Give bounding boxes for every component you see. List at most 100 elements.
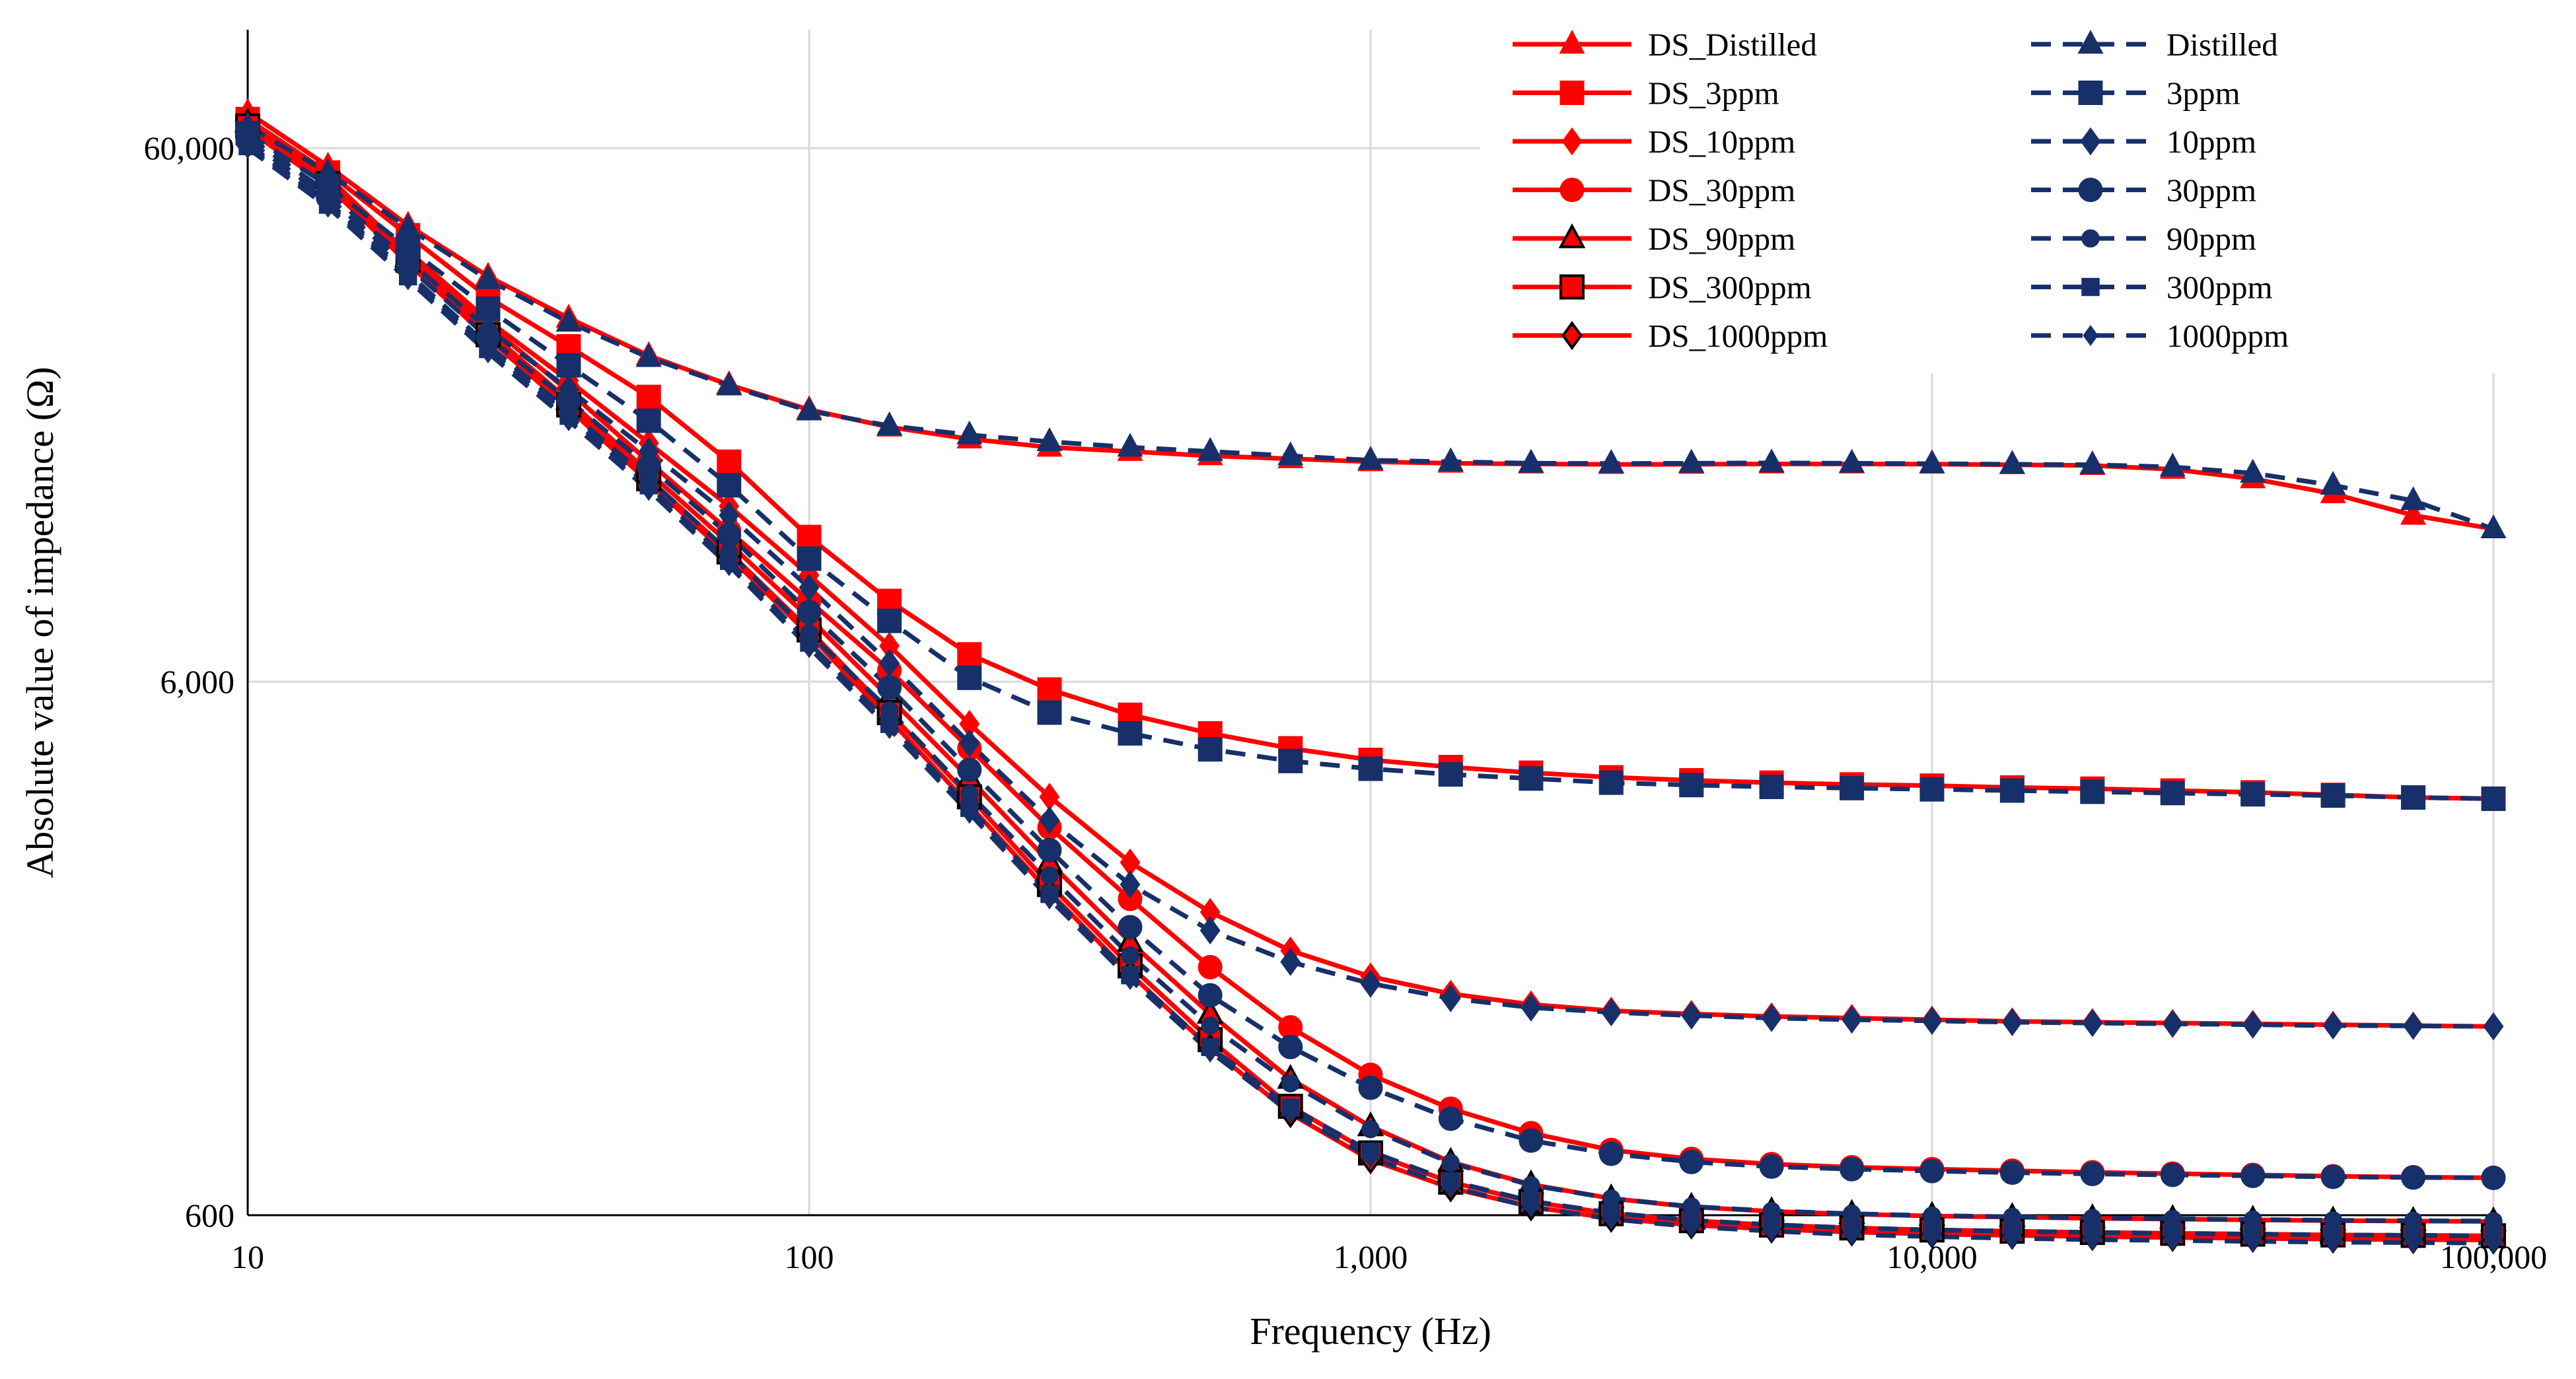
x-tick-label: 100 [785, 1238, 834, 1275]
data-point [881, 718, 898, 740]
series-line-distilled [246, 124, 2495, 532]
data-point [2004, 1228, 2021, 1250]
data-point [717, 522, 742, 548]
data-point [636, 408, 661, 433]
data-point [2403, 1012, 2424, 1040]
legend-label: 30ppm [2166, 172, 2256, 209]
data-point [797, 546, 822, 571]
data-point [1840, 775, 1865, 800]
data-point [1678, 448, 1705, 473]
data-point [962, 802, 978, 824]
legend-item: DS_10ppm [1513, 124, 1795, 160]
data-point [1600, 998, 1622, 1027]
data-point [480, 342, 496, 364]
data-point [555, 308, 582, 332]
data-point [2165, 1230, 2180, 1252]
data-point [2001, 1008, 2022, 1037]
data-point [1360, 970, 1381, 998]
legend-label: 1000ppm [2166, 318, 2289, 354]
data-point [1558, 223, 1586, 248]
data-point [1521, 993, 1542, 1022]
data-point [1523, 1196, 1539, 1218]
data-point [1919, 449, 1945, 474]
data-point [1278, 748, 1303, 773]
data-point [2240, 1163, 2266, 1188]
legend-item: DS_3ppm [1513, 75, 1779, 112]
legend-label: DS_300ppm [1648, 269, 1812, 306]
data-point [1037, 700, 1062, 725]
data-point [2082, 1008, 2103, 1038]
series-markers-1000ppm [240, 137, 2501, 1254]
y-tick-label: 6,000 [161, 663, 235, 700]
data-point [2242, 1010, 2264, 1039]
data-point [1198, 983, 1223, 1008]
data-point [1118, 721, 1143, 746]
data-point [1036, 427, 1063, 452]
series-markers-3ppm [235, 121, 2506, 811]
data-point [2077, 30, 2104, 54]
legend: DS_Distilled DS_3ppm DS_10ppm DS_30ppm DS_90… [1480, 17, 2497, 373]
data-point [797, 600, 822, 625]
data-point [1598, 770, 1624, 795]
data-point [1441, 1154, 1460, 1172]
data-point [959, 729, 980, 758]
data-point [1037, 677, 1062, 702]
legend-item: DS_300ppm [1513, 269, 1812, 306]
data-point [1684, 1216, 1699, 1238]
data-point [556, 353, 581, 378]
data-point [1842, 1005, 1863, 1034]
data-point [1522, 1176, 1540, 1195]
data-point [1283, 1102, 1299, 1123]
data-point [2320, 1164, 2345, 1189]
data-point [2486, 1232, 2501, 1254]
data-point [1919, 777, 1945, 802]
data-point [1679, 773, 1704, 798]
legend-item: 3ppm [2031, 75, 2240, 112]
data-point [1198, 954, 1223, 979]
data-point [1839, 448, 1865, 473]
legend-label: DS_1000ppm [1648, 318, 1828, 354]
y-tick-label: 60,000 [144, 129, 235, 166]
data-point [2320, 783, 2345, 808]
data-point [797, 524, 822, 549]
series-markers [234, 98, 2507, 1255]
data-point [1117, 433, 1143, 457]
data-point [1037, 837, 1062, 863]
legend-label: DS_90ppm [1648, 221, 1795, 257]
data-point [1999, 1160, 2024, 1185]
data-point [1598, 448, 1624, 474]
series-line-1000ppm [246, 146, 2494, 1246]
data-point [1443, 1176, 1458, 1198]
data-point [2083, 324, 2098, 347]
data-point [1561, 127, 1583, 156]
data-point [1999, 450, 2025, 474]
legend-item: DS_Distilled [1513, 26, 1817, 63]
data-point [1758, 448, 1785, 473]
data-point [2240, 782, 2266, 807]
data-point [1361, 1119, 1380, 1139]
y-axis-title: Absolute value of impedance (Ω) [18, 367, 61, 878]
data-point [1561, 320, 1583, 351]
data-point [2160, 781, 2185, 806]
data-point [2481, 786, 2506, 811]
data-point [1039, 806, 1060, 835]
data-point [2080, 127, 2101, 156]
data-point [1281, 1074, 1300, 1093]
data-point [2240, 458, 2266, 483]
data-point [561, 410, 577, 432]
data-point [717, 473, 742, 498]
legend-item: 1000ppm [2031, 318, 2289, 354]
data-point [1999, 778, 2024, 803]
data-point [1198, 737, 1223, 762]
data-point [877, 675, 902, 700]
y-tick-label: 600 [185, 1197, 234, 1234]
data-point [1598, 1141, 1624, 1166]
series-line-10ppm [246, 135, 2494, 1029]
data-point [2401, 785, 2426, 810]
data-point [1519, 766, 1544, 791]
data-point [635, 343, 662, 367]
data-point [2480, 514, 2507, 539]
data-point [2078, 81, 2103, 105]
data-point [2080, 779, 2105, 804]
